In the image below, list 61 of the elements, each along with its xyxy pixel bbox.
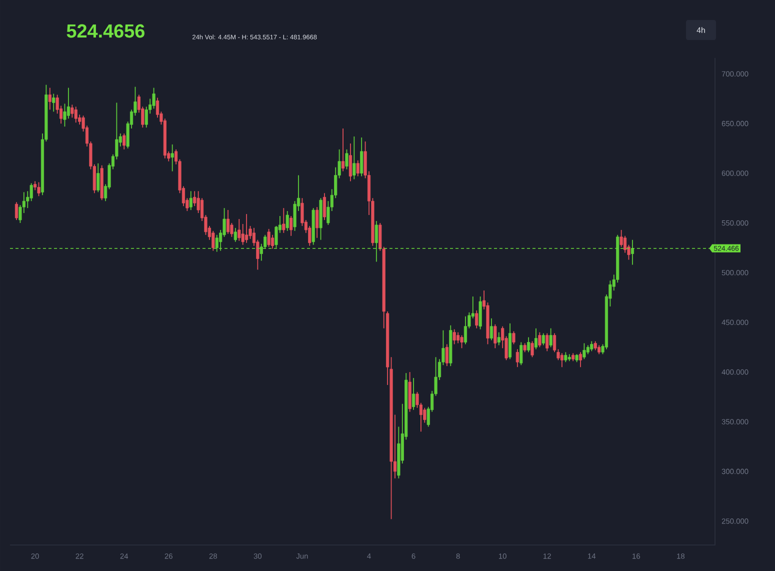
candlestick <box>122 133 126 150</box>
candlestick <box>452 328 456 345</box>
candlestick <box>490 318 493 341</box>
candlestick <box>630 239 634 266</box>
candlestick <box>412 378 416 410</box>
candlestick <box>464 316 468 345</box>
chart-title: 524.4656 <box>66 24 144 38</box>
candlestick <box>512 330 516 345</box>
candlestick <box>52 93 56 112</box>
candlestick <box>374 220 378 262</box>
candlestick <box>152 87 156 110</box>
candlestick <box>234 227 237 242</box>
candlestick <box>494 324 497 349</box>
candlestick <box>538 332 542 348</box>
candlestick <box>322 192 326 220</box>
candlestick <box>445 344 448 367</box>
candlestick <box>508 322 512 360</box>
candlestick <box>245 214 248 244</box>
candlestick <box>564 352 568 363</box>
candlestick <box>341 128 345 172</box>
candlestick <box>356 160 360 177</box>
candlestick <box>189 190 192 210</box>
candlestick <box>96 162 100 193</box>
candlestick <box>534 328 538 350</box>
candlestick <box>516 348 519 368</box>
candlestick <box>475 310 478 329</box>
candlestick <box>497 332 500 346</box>
candlestick <box>14 202 18 220</box>
candlestick <box>212 230 215 252</box>
candlestick <box>316 206 319 238</box>
candlestick <box>74 106 78 124</box>
candlestick <box>345 148 348 170</box>
candlestick <box>290 216 293 236</box>
candlestick <box>542 332 545 346</box>
candlestick <box>267 228 270 248</box>
candlestick <box>156 97 160 118</box>
candlestick <box>582 342 586 360</box>
candlestick <box>226 210 230 234</box>
candlestick <box>66 87 70 120</box>
candlestick <box>360 137 364 177</box>
candlestick <box>70 104 74 118</box>
candlestick <box>348 143 352 182</box>
candlestick <box>215 234 218 252</box>
candlestick <box>549 328 552 348</box>
candlestick <box>238 218 241 242</box>
candlestick <box>456 332 460 344</box>
candlestick <box>170 144 174 172</box>
candlestick <box>520 342 523 366</box>
candlestick <box>552 332 556 353</box>
candlestick <box>48 87 52 110</box>
candlestick <box>460 334 464 349</box>
candlestick <box>282 208 286 234</box>
candlestick <box>527 336 530 353</box>
candlestick <box>546 332 549 352</box>
candlestick <box>286 210 289 232</box>
candlestick <box>352 136 356 180</box>
candlestick <box>530 340 534 358</box>
candlestick <box>560 352 564 368</box>
candlestick <box>37 182 40 197</box>
candlestick <box>578 352 582 368</box>
candlestick <box>590 340 594 352</box>
